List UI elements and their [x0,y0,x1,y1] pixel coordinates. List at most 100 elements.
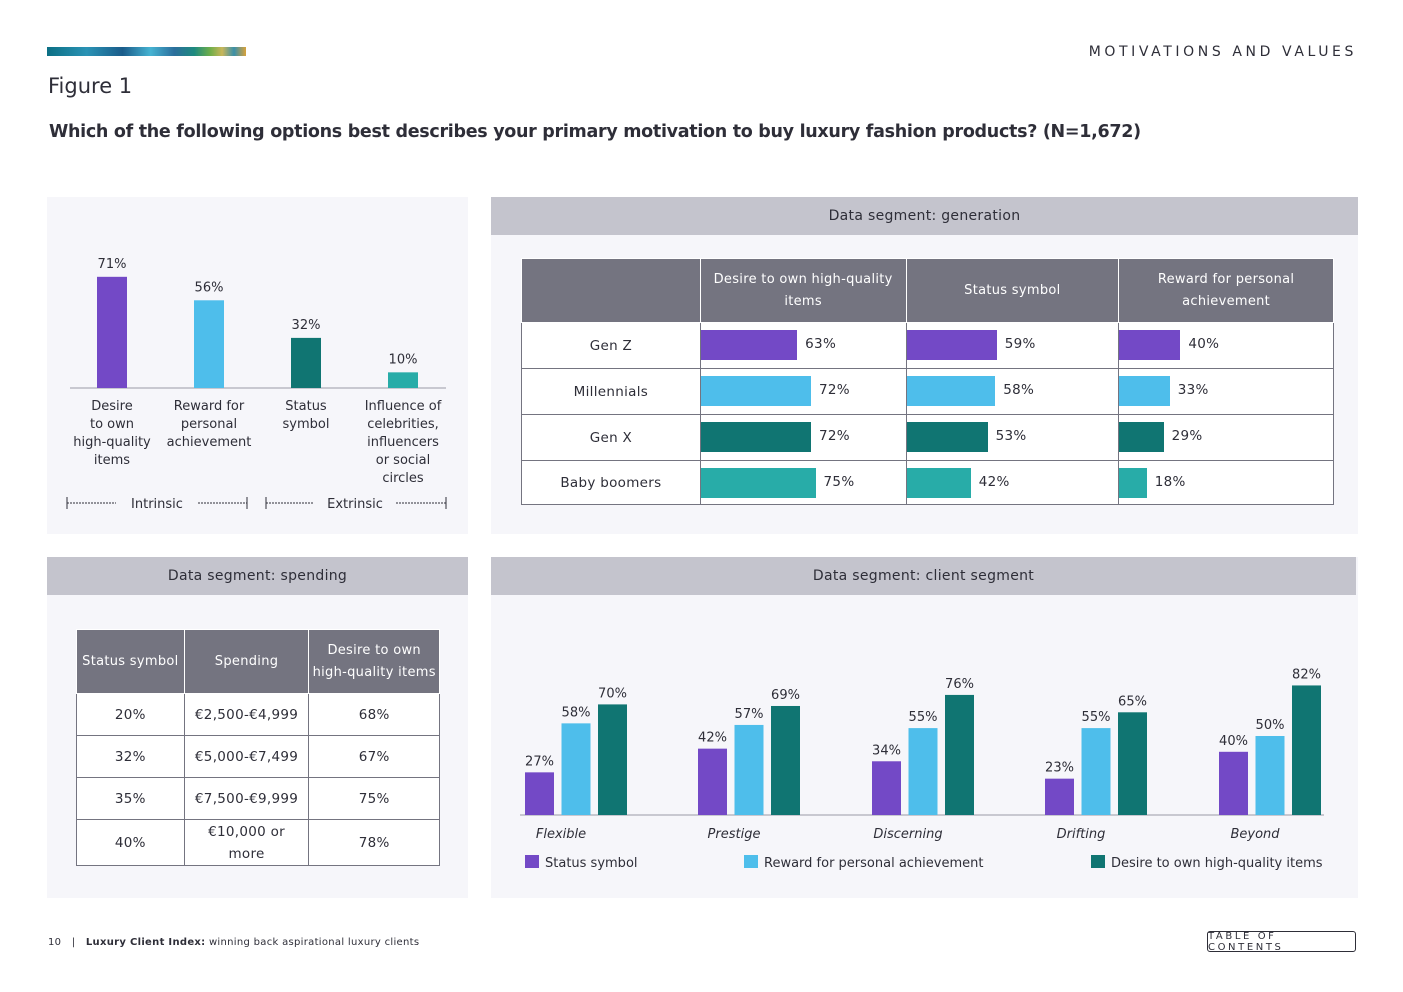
client-value-label: 55% [909,710,938,725]
group-label: Intrinsic [131,497,183,512]
client-category-label: Beyond [1230,827,1280,842]
client-value-label: 34% [872,743,901,758]
client-bar [598,704,627,815]
generation-bar [1119,468,1147,498]
generation-header-line: items [784,293,822,309]
generation-value-label: 58% [1003,382,1035,398]
decorative-header-strip [47,47,246,56]
overall-value-label: 10% [389,352,418,367]
overall-category-label: circles [382,471,424,486]
client-value-label: 58% [562,705,591,720]
generation-bar [700,468,816,498]
spending-header-line: Spending [214,653,279,669]
generation-bar-cell: 59% [905,322,1120,369]
generation-bar [906,330,997,360]
overall-motivation-bar-chart: 71% Desire to own high-quality items 56% Rewar… [66,257,447,512]
generation-bar [1119,330,1181,360]
client-bar [872,761,901,815]
overall-value-label: 71% [98,257,127,272]
client-bar [1045,778,1074,815]
generation-header-blank [521,258,701,323]
generation-panel-title: Data segment: generation [491,197,1358,235]
overall-value-label: 32% [292,318,321,333]
legend-label: Status symbol [545,856,638,871]
spending-panel: Data segment: spending Status symbol Spe… [47,557,468,898]
spending-header-status: Status symbol [76,629,185,694]
generation-header-status: Status symbol [905,258,1120,323]
generation-panel: Data segment: generation Desire to own h… [491,197,1358,534]
legend-label: Desire to own high-quality items [1111,856,1323,871]
publication-name: Luxury Client Index: [85,937,206,948]
generation-value-label: 72% [818,428,850,444]
legend-swatch [1091,855,1105,868]
generation-value-label: 18% [1154,474,1186,490]
client-value-label: 27% [525,754,554,769]
spending-header-line: Status symbol [82,653,179,669]
figure-title: Figure 1 [48,74,133,98]
overall-category-label: items [94,453,130,468]
spending-range-cell: €2,500-€4,999 [183,693,310,736]
table-row: 40% €10,000 or more 78% [76,819,440,866]
overall-category-label: or social [376,453,431,468]
generation-row-label: Gen X [521,414,701,461]
client-bar [561,723,591,815]
client-value-label: 40% [1219,734,1248,749]
client-value-label: 65% [1118,694,1147,709]
client-bar [698,748,727,815]
generation-header-line: Desire to own high-quality [713,271,893,287]
generation-value-label: 29% [1171,428,1203,444]
spending-table: Status symbol Spending Desire to own hig… [76,629,440,866]
spending-header-spending: Spending [183,629,310,694]
generation-bar-cell: 58% [905,368,1120,415]
client-bar [1118,712,1147,815]
client-category-label: Prestige [708,827,761,842]
table-row: Gen X 72% 53% 29% [521,414,1334,461]
table-row: Gen Z 63% 59% 40% [521,322,1334,369]
client-bar [945,694,974,815]
overall-category-label: high-quality [73,435,151,450]
table-of-contents-button[interactable]: TABLE OF CONTENTS [1207,931,1356,953]
client-bar [1255,736,1285,815]
section-label: MOTIVATIONS AND VALUES [1088,44,1357,60]
overall-bar [291,337,321,388]
overall-category-label: Influence of [365,399,442,414]
table-row: Millennials 72% 58% 33% [521,368,1334,415]
client-category-label: Discerning [873,827,942,842]
generation-row-label: Baby boomers [521,460,701,505]
spending-range-line: €2,500-€4,999 [194,706,299,723]
spending-range-line: more [228,845,265,862]
generation-row-label: Millennials [521,368,701,415]
overall-value-label: 56% [195,280,224,295]
generation-bar-cell: 63% [699,322,907,369]
generation-table: Desire to own high-quality items Status … [521,258,1334,505]
generation-bar [906,468,971,498]
spending-header-line: Desire to own [327,642,421,658]
client-value-label: 42% [698,731,727,746]
client-bar [908,728,938,815]
overall-category-label: personal [181,417,237,432]
client-value-label: 82% [1292,667,1321,682]
client-value-label: 50% [1256,718,1285,733]
spending-range-line: €5,000-€7,499 [194,748,299,765]
client-value-label: 57% [735,707,764,722]
footer: 10 | Luxury Client Index: winning back a… [48,937,419,948]
spending-status-cell: 20% [76,693,185,736]
generation-bar-cell: 53% [905,414,1120,461]
client-segment-bar-chart: 27% 58% 70% Flexible 42% 57% 69% Prestige 34% 55%… [520,667,1324,871]
overall-category-label: Desire [91,399,132,414]
client-bar [1292,685,1321,815]
spending-status-cell: 32% [76,735,185,778]
spending-desire-cell: 68% [308,693,440,736]
generation-bar-cell: 33% [1118,368,1334,415]
spending-status-cell: 35% [76,777,185,820]
generation-bar-cell: 42% [905,460,1120,505]
legend-swatch [744,855,758,868]
generation-header-reward: Reward for personal achievement [1118,258,1334,323]
generation-value-label: 40% [1188,336,1220,352]
spending-header-desire: Desire to own high-quality items [308,629,440,694]
generation-bar-cell: 18% [1118,460,1334,505]
group-label: Extrinsic [327,497,383,512]
generation-header-desire: Desire to own high-quality items [699,258,907,323]
client-segment-panel-title: Data segment: client segment [491,557,1356,595]
generation-bar [1119,422,1164,452]
